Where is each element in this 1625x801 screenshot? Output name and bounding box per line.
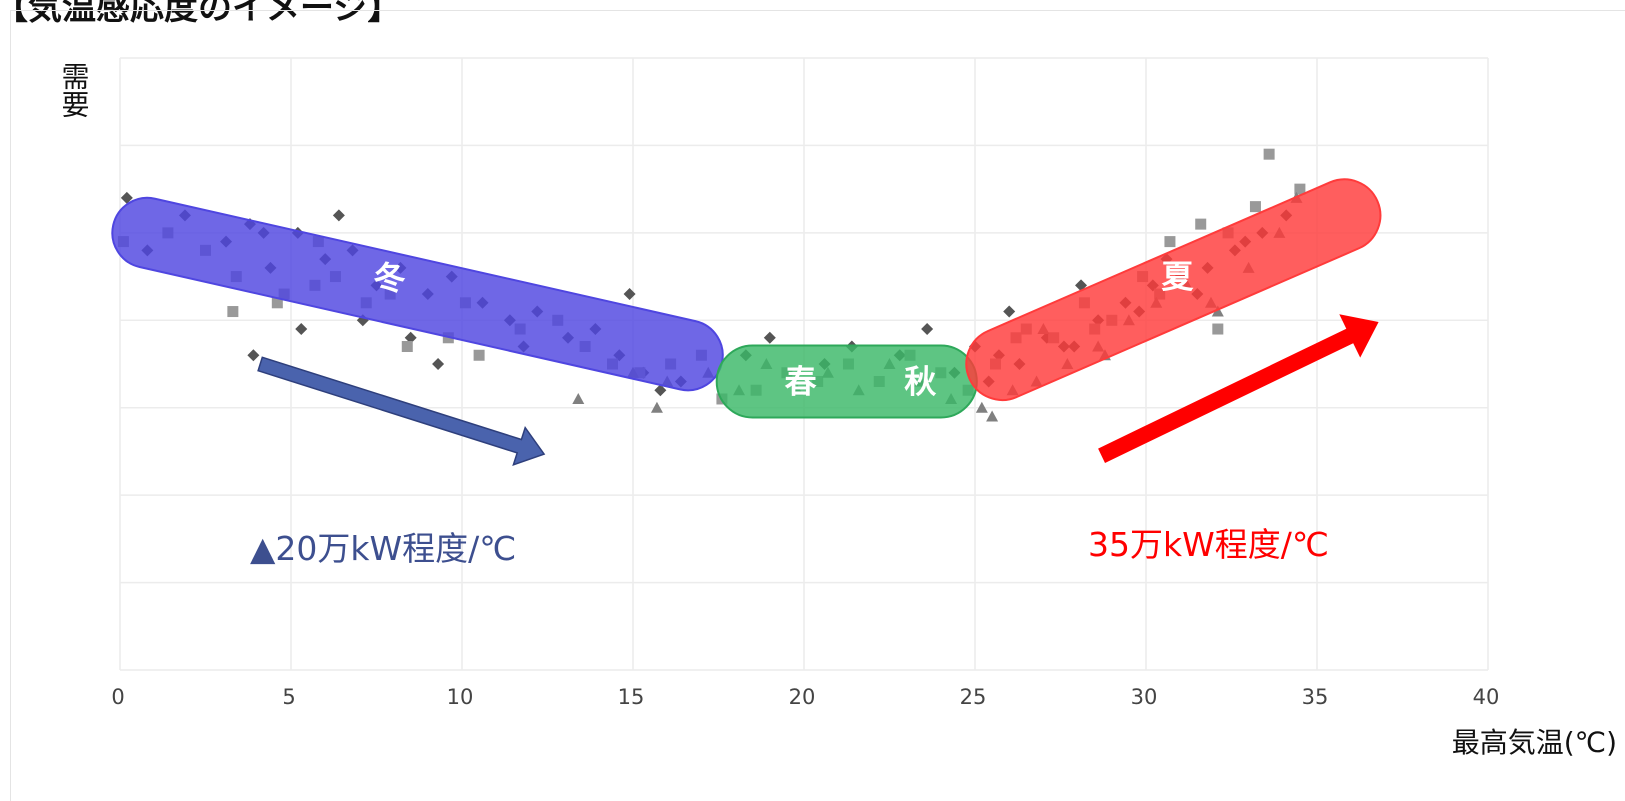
data-point-triangle xyxy=(572,392,585,404)
data-point-square xyxy=(1263,148,1275,160)
chart-frame xyxy=(10,10,1625,801)
winter-label: 冬 xyxy=(374,259,406,297)
x-axis-label: 最高気温(℃) xyxy=(1452,726,1617,759)
winter-slope-annotation: ▲20万kW程度/℃ xyxy=(250,529,516,568)
data-point-square xyxy=(401,341,413,353)
data-point-square xyxy=(1249,201,1261,213)
x-tick-label: 40 xyxy=(1473,685,1500,709)
x-tick-label: 30 xyxy=(1131,685,1158,709)
data-point-diamond xyxy=(921,323,934,336)
data-point-diamond xyxy=(654,384,667,397)
data-point-triangle xyxy=(975,401,988,413)
grid-lines xyxy=(119,57,1489,671)
data-point-triangle xyxy=(1211,305,1224,317)
data-point-diamond xyxy=(295,323,308,336)
data-point-diamond xyxy=(247,349,260,362)
data-point-square xyxy=(1294,183,1306,195)
page-title: 【気温感応度のイメージ】 xyxy=(0,0,402,28)
summer-band-shape xyxy=(965,178,1382,401)
winter-band xyxy=(111,196,724,392)
data-point-square xyxy=(1212,323,1224,335)
summer-band xyxy=(965,178,1382,401)
x-tick-labels: 0 5 10 15 20 25 30 35 40 xyxy=(111,685,1499,709)
data-point-diamond xyxy=(332,209,345,222)
data-point-triangle xyxy=(650,401,663,413)
data-point-square xyxy=(1195,218,1207,230)
winter-band-shape xyxy=(111,196,724,392)
data-point-diamond xyxy=(763,331,776,344)
summer-label: 夏 xyxy=(1161,258,1194,296)
data-point-triangle xyxy=(986,410,999,422)
spring-autumn-band xyxy=(715,344,978,419)
x-tick-label: 10 xyxy=(447,685,474,709)
data-point-diamond xyxy=(623,288,636,301)
x-tick-label: 0 xyxy=(111,685,124,709)
season-bands: 冬春 秋 夏 xyxy=(111,178,1382,419)
x-tick-label: 25 xyxy=(960,685,987,709)
data-point-square xyxy=(1164,236,1176,248)
data-point-square xyxy=(227,306,239,318)
summer-slope-annotation: 35万kW程度/℃ xyxy=(1088,525,1329,564)
data-point-square xyxy=(271,297,283,309)
data-point-diamond xyxy=(1003,305,1016,318)
trend-arrows xyxy=(257,314,1379,467)
x-tick-label: 35 xyxy=(1302,685,1329,709)
data-point-diamond xyxy=(432,358,445,370)
data-point-square xyxy=(473,349,485,361)
autumn-label: 秋 xyxy=(904,362,936,400)
x-tick-label: 20 xyxy=(789,685,816,709)
summer-trend-arrow xyxy=(1098,314,1379,463)
data-point-diamond xyxy=(404,331,417,344)
data-point-diamond xyxy=(120,191,133,204)
winter-trend-arrow xyxy=(257,356,546,467)
x-tick-label: 5 xyxy=(282,685,295,709)
y-axis-label: 需要 xyxy=(58,62,91,118)
x-tick-label: 15 xyxy=(618,685,645,709)
spring-label: 春 xyxy=(785,362,817,400)
